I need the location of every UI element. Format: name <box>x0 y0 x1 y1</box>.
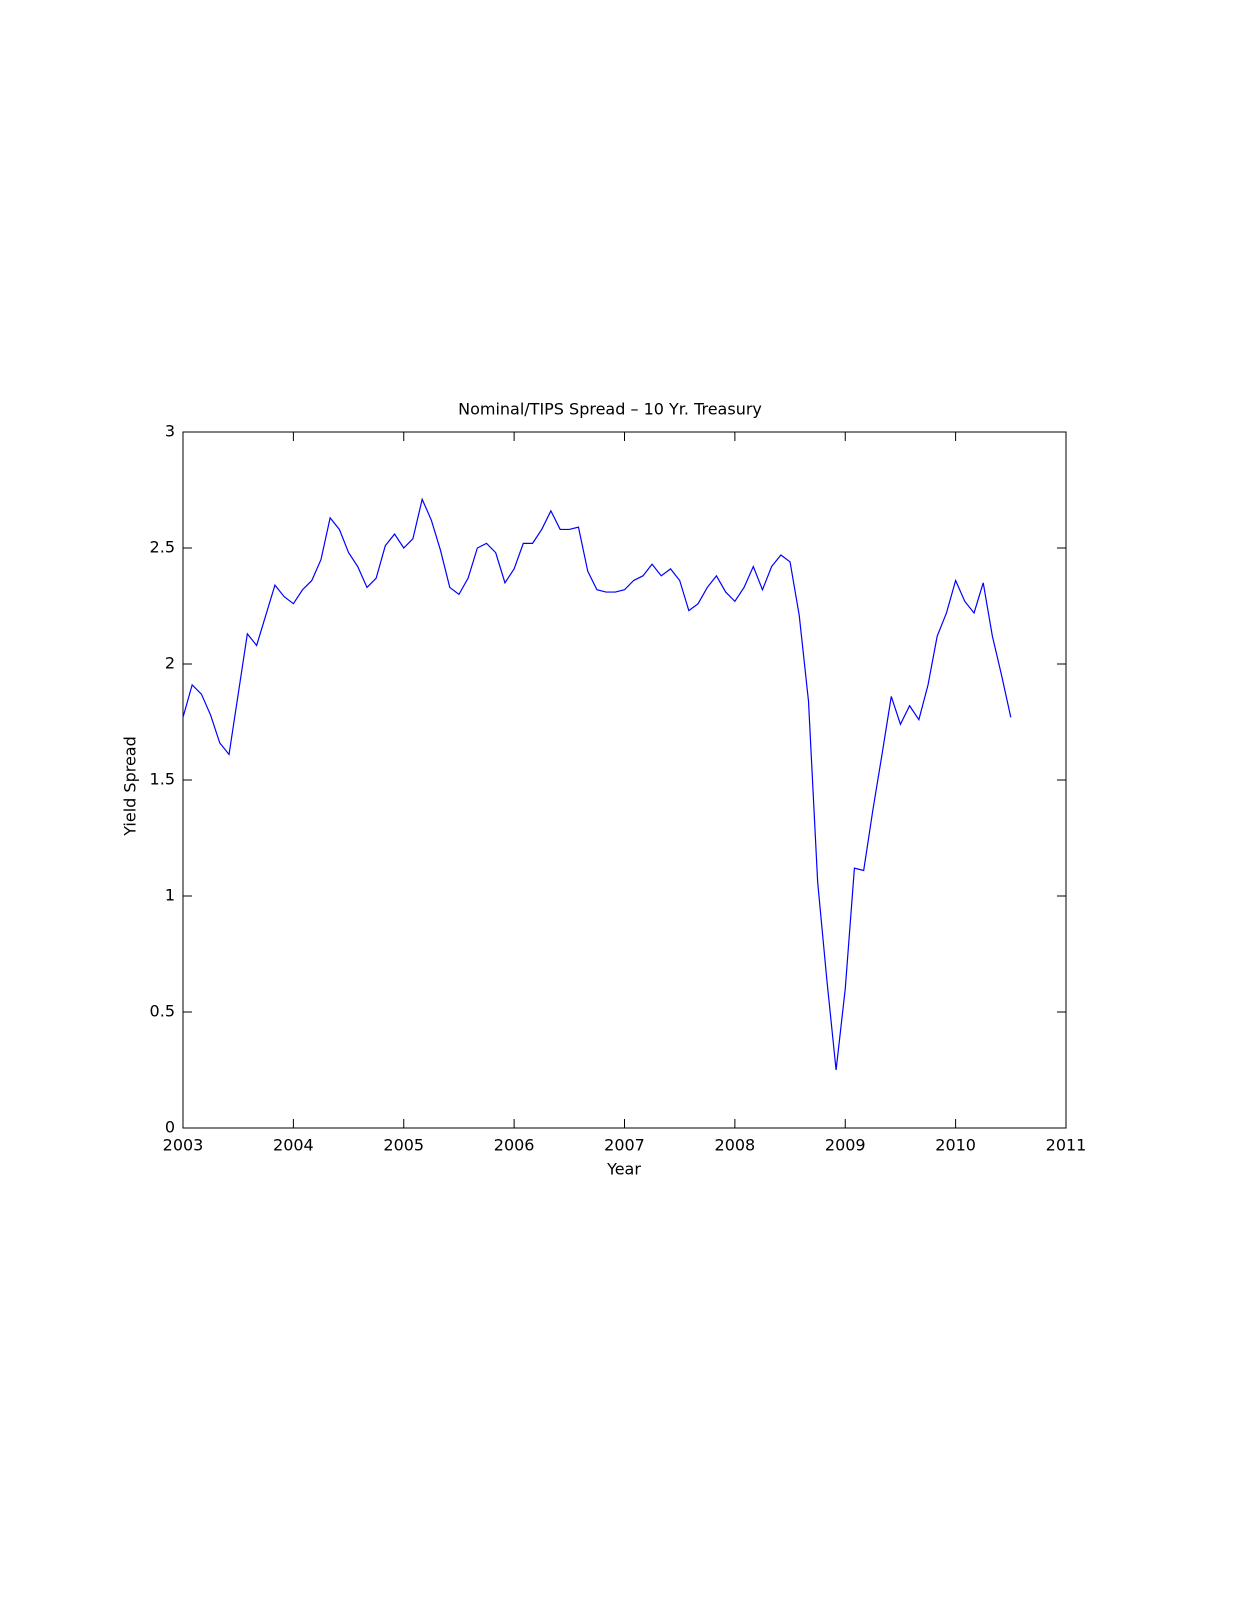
y-tick-label: 0.5 <box>150 1002 175 1021</box>
x-tick-label: 2011 <box>1046 1136 1087 1155</box>
chart-title: Nominal/TIPS Spread – 10 Yr. Treasury <box>458 400 762 419</box>
plot-frame <box>182 431 1067 1129</box>
x-tick-label: 2008 <box>715 1136 756 1155</box>
y-tick-label: 1 <box>165 886 175 905</box>
x-axis-label: Year <box>606 1160 641 1179</box>
x-tick-label: 2009 <box>825 1136 866 1155</box>
y-tick-label: 0 <box>165 1118 175 1137</box>
y-tick-label: 1.5 <box>150 770 175 789</box>
x-tick-label: 2005 <box>383 1136 424 1155</box>
x-tick-label: 2006 <box>494 1136 535 1155</box>
y-axis-label: Yield Spread <box>121 736 140 837</box>
x-tick-label: 2003 <box>163 1136 204 1155</box>
data-line <box>182 497 1012 1071</box>
x-tick-label: 2004 <box>273 1136 314 1155</box>
y-tick-label: 2 <box>165 654 175 673</box>
x-tick-label: 2007 <box>604 1136 645 1155</box>
x-tick-label: 2010 <box>935 1136 976 1155</box>
y-tick-label: 2.5 <box>150 538 175 557</box>
y-tick-label: 3 <box>165 422 175 441</box>
